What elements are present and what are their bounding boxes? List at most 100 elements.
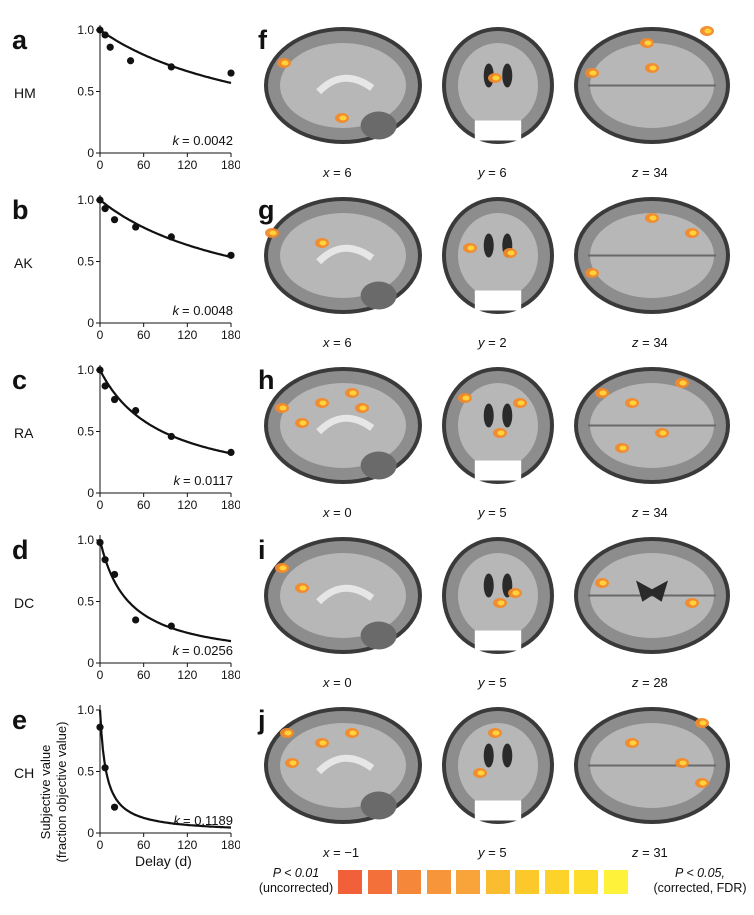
- data-point: [96, 366, 104, 374]
- slice-coordinate-i-z: z = 28: [632, 675, 668, 690]
- coronal-slice-h: [442, 367, 554, 484]
- subject-label-dc: DC: [14, 595, 35, 611]
- subject-label-ch: CH: [14, 765, 35, 781]
- data-point: [132, 406, 140, 415]
- data-point: [101, 764, 109, 772]
- slice-axis-name: y: [478, 675, 485, 690]
- slice-axis-value: = 5: [488, 505, 507, 520]
- data-point: [167, 233, 175, 241]
- panel-label-a: a: [12, 25, 28, 55]
- legend-right-text: P < 0.05, (corrected, FDR): [650, 866, 750, 896]
- slice-coordinate-g-z: z = 34: [632, 335, 668, 350]
- slice-axis-value: = 34: [642, 505, 668, 520]
- slice-axis-value: = 5: [488, 675, 507, 690]
- decay-plot-a: 0 0.5 1.0 0 60 120 180 k = 0.0042: [77, 23, 240, 170]
- panel-label-g: g: [258, 195, 275, 225]
- k-value: = 0.0117: [183, 473, 233, 488]
- fit-curve: [99, 29, 232, 85]
- panel-label-j: j: [258, 705, 266, 735]
- slice-coordinate-f-y: y = 6: [478, 165, 507, 180]
- k-symbol: k: [173, 643, 181, 658]
- y-tick-label: 1.0: [77, 193, 94, 207]
- legend-swatch: [367, 870, 392, 894]
- data-point: [132, 223, 140, 231]
- x-tick-label: 120: [177, 498, 197, 510]
- slice-axis-name: y: [478, 165, 485, 180]
- slice-axis-name: x: [323, 335, 330, 350]
- x-axis-label: Delay (d): [135, 853, 192, 869]
- data-point: [96, 723, 104, 731]
- data-point: [110, 216, 119, 224]
- slice-axis-name: y: [478, 505, 485, 520]
- k-symbol: k: [173, 473, 181, 488]
- data-point: [101, 31, 109, 39]
- k-symbol: k: [173, 303, 181, 318]
- k-symbol: k: [173, 813, 181, 828]
- slice-coordinate-f-x: x = 6: [323, 165, 352, 180]
- y-axis-label-line2: (fraction objective value): [54, 722, 69, 863]
- panel-label-h: h: [258, 365, 275, 395]
- slice-coordinate-g-y: y = 2: [478, 335, 507, 350]
- subject-label-ak: AK: [14, 255, 33, 271]
- legend-swatch: [574, 870, 598, 894]
- slice-axis-value: = 6: [333, 165, 352, 180]
- x-tick-label: 0: [97, 158, 104, 170]
- data-point: [101, 382, 109, 390]
- x-tick-label: 60: [137, 838, 151, 850]
- axial-slice-h: [574, 367, 730, 484]
- data-point: [227, 448, 235, 457]
- k-annotation: k = 0.0048: [173, 303, 233, 318]
- slice-coordinate-f-z: z = 34: [632, 165, 668, 180]
- k-annotation: k = 0.0256: [173, 643, 233, 658]
- y-tick-label: 1.0: [77, 703, 94, 717]
- legend-swatch: [544, 870, 569, 894]
- slice-axis-name: x: [323, 165, 330, 180]
- coronal-slice-g: [442, 197, 554, 314]
- panel-label-b: b: [12, 195, 29, 225]
- data-point: [101, 205, 109, 213]
- y-tick-label: 1.0: [77, 363, 94, 377]
- x-tick-label: 180: [221, 158, 240, 170]
- fit-curve: [99, 199, 232, 259]
- legend-swatch: [456, 870, 480, 894]
- slice-axis-value: = 6: [333, 335, 352, 350]
- decay-plot-c: 0 0.5 1.0 0 60 120 180 k = 0.0117: [77, 363, 240, 510]
- axial-slice-j: [574, 707, 730, 824]
- slice-coordinate-j-y: y = 5: [478, 845, 507, 860]
- decay-plot-b: 0 0.5 1.0 0 60 120 180 k = 0.0048: [77, 193, 240, 340]
- data-point: [110, 803, 119, 811]
- legend-swatch: [603, 870, 628, 894]
- legend-left-line1: P < 0.01: [272, 866, 320, 880]
- data-point: [167, 432, 175, 441]
- x-tick-label: 0: [97, 498, 104, 510]
- slice-axis-name: y: [478, 335, 485, 350]
- k-annotation: k = 0.0042: [173, 133, 233, 148]
- legend-swatch: [397, 870, 421, 894]
- data-point: [96, 26, 104, 34]
- sagittal-slice-i: [264, 537, 422, 654]
- k-value: = 0.0048: [182, 303, 233, 318]
- legend-left-text: P < 0.01 (uncorrected): [258, 866, 334, 896]
- fit-curve: [99, 369, 232, 455]
- x-tick-label: 180: [221, 668, 240, 680]
- slice-axis-name: z: [632, 335, 639, 350]
- y-tick-label: 1.0: [77, 23, 94, 37]
- subject-label-hm: HM: [14, 85, 36, 101]
- slice-axis-value: = 0: [333, 505, 352, 520]
- slice-axis-name: z: [632, 165, 639, 180]
- slice-axis-value: = 34: [642, 335, 668, 350]
- x-tick-label: 120: [177, 328, 197, 340]
- data-point: [96, 196, 104, 204]
- sagittal-slice-h: [264, 367, 422, 484]
- slice-axis-value: = 31: [642, 845, 668, 860]
- slice-axis-value: = 0: [333, 675, 352, 690]
- slice-axis-value: = −1: [333, 845, 360, 860]
- y-tick-label: 0: [87, 826, 94, 840]
- slice-axis-value: = 28: [642, 675, 668, 690]
- y-tick-label: 0.5: [77, 255, 94, 269]
- k-value: = 0.1189: [183, 813, 233, 828]
- subject-label-ra: RA: [14, 425, 34, 441]
- data-point: [167, 63, 175, 71]
- y-tick-label: 0.5: [77, 765, 94, 779]
- x-tick-label: 60: [137, 328, 151, 340]
